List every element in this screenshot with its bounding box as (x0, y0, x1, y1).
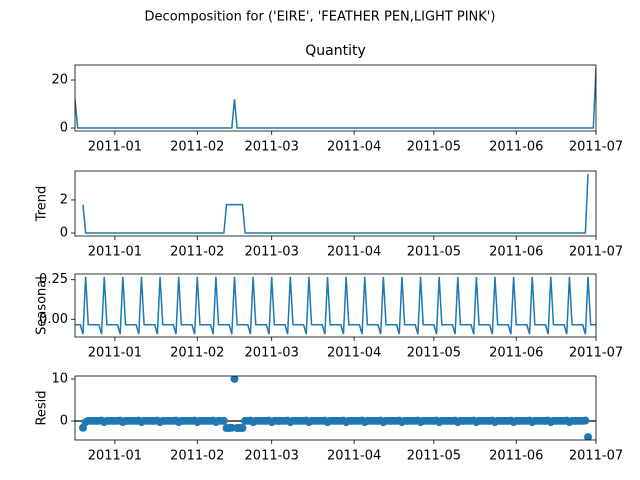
series-line (82, 173, 589, 234)
x-tick-label: 2011-01 (88, 245, 142, 260)
axes-frame (74, 375, 597, 441)
x-tick-label: 2011-02 (170, 346, 224, 361)
x-tick-label: 2011-03 (245, 346, 299, 361)
y-axis-label: Resid (35, 390, 50, 425)
y-axis-label: Trend (35, 186, 50, 223)
x-tick-label: 2011-04 (327, 245, 381, 260)
x-tick-label: 2011-02 (170, 449, 224, 464)
x-tick-label: 2011-04 (327, 140, 381, 155)
chart-title: Decomposition for ('EIRE', 'FEATHER PEN,… (145, 10, 496, 25)
x-tick-label: 2011-01 (88, 140, 142, 155)
resid-point (230, 376, 239, 383)
x-tick-label: 2011-01 (88, 449, 142, 464)
resid-point (238, 424, 247, 433)
x-tick-label: 2011-02 (170, 140, 224, 155)
x-tick-label: 2011-04 (327, 346, 381, 361)
axes-frame (74, 273, 597, 338)
panel-title: Quantity (305, 43, 366, 59)
axes-frame (74, 64, 597, 132)
x-tick-label: 2011-06 (489, 449, 543, 464)
x-tick-label: 2011-06 (489, 346, 543, 361)
series-line (75, 67, 596, 129)
resid-point (581, 416, 590, 425)
y-tick-label: 0 (60, 121, 68, 136)
axes-frame (74, 170, 597, 237)
y-tick-label: 0.00 (39, 312, 68, 327)
x-tick-label: 2011-01 (88, 346, 142, 361)
y-tick-label: 0.25 (39, 272, 68, 287)
x-tick-label: 2011-02 (170, 245, 224, 260)
y-tick-label: 0 (60, 226, 68, 241)
x-tick-label: 2011-06 (489, 245, 543, 260)
y-tick-label: 0 (60, 413, 68, 428)
x-tick-label: 2011-07 (569, 449, 623, 464)
x-tick-label: 2011-05 (407, 245, 461, 260)
x-tick-label: 2011-03 (245, 140, 299, 155)
resid-point (584, 433, 593, 440)
y-axis-label: Seasonal (35, 276, 50, 335)
x-tick-label: 2011-07 (569, 346, 623, 361)
series-line (75, 276, 596, 335)
x-tick-label: 2011-03 (245, 449, 299, 464)
x-tick-label: 2011-07 (569, 140, 623, 155)
resid-point (219, 416, 228, 425)
y-tick-label: 20 (51, 73, 68, 88)
y-tick-label: 2 (60, 192, 68, 207)
y-tick-label: 10 (51, 371, 68, 386)
x-tick-label: 2011-03 (245, 245, 299, 260)
x-tick-label: 2011-07 (569, 245, 623, 260)
x-tick-label: 2011-05 (407, 140, 461, 155)
x-tick-label: 2011-05 (407, 346, 461, 361)
x-tick-label: 2011-06 (489, 140, 543, 155)
x-tick-label: 2011-05 (407, 449, 461, 464)
x-tick-label: 2011-04 (327, 449, 381, 464)
